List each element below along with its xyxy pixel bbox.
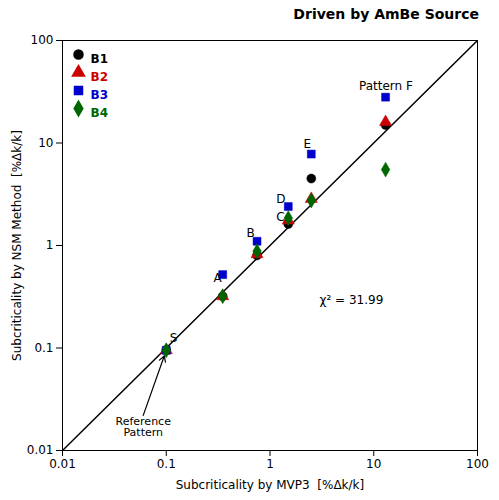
svg-text:B4: B4 bbox=[91, 106, 109, 120]
svg-text:S: S bbox=[170, 331, 178, 345]
svg-text:Subcriticality by MVP3 [%Δk/k: Subcriticality by MVP3 [%Δk/k] bbox=[176, 478, 365, 492]
svg-text:B: B bbox=[247, 226, 255, 240]
svg-text:B3: B3 bbox=[91, 88, 109, 102]
svg-text:E: E bbox=[303, 137, 311, 151]
svg-text:D: D bbox=[276, 192, 285, 206]
svg-text:1: 1 bbox=[46, 238, 54, 252]
svg-text:0.1: 0.1 bbox=[157, 457, 176, 471]
svg-text:C: C bbox=[276, 210, 284, 224]
svg-text:Subcriticality by NSM Method: Subcriticality by NSM Method [%Δk/k] bbox=[10, 130, 24, 361]
svg-text:0.01: 0.01 bbox=[27, 443, 54, 457]
svg-text:A: A bbox=[213, 271, 222, 285]
svg-text:1: 1 bbox=[266, 457, 274, 471]
svg-text:100: 100 bbox=[31, 33, 54, 47]
svg-text:10: 10 bbox=[38, 136, 53, 150]
svg-text:ReferencePattern: ReferencePattern bbox=[116, 415, 172, 439]
svg-text:B1: B1 bbox=[91, 52, 109, 66]
svg-text:B2: B2 bbox=[91, 70, 109, 84]
svg-text:10: 10 bbox=[366, 457, 381, 471]
svg-text:Pattern F: Pattern F bbox=[359, 79, 413, 93]
svg-text:0.1: 0.1 bbox=[34, 341, 53, 355]
svg-text:100: 100 bbox=[466, 457, 489, 471]
html-text:Driven by AmBe Source: Driven by AmBe Source bbox=[293, 6, 479, 22]
svg-text:χ² = 31.99: χ² = 31.99 bbox=[320, 293, 384, 307]
svg-text:0.01: 0.01 bbox=[49, 457, 76, 471]
